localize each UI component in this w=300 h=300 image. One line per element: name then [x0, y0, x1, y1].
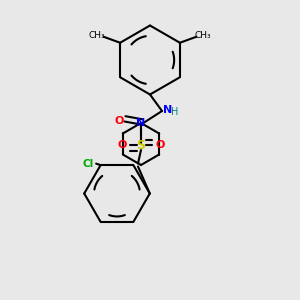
Text: N: N	[136, 118, 146, 128]
Text: H: H	[171, 107, 178, 117]
Text: Cl: Cl	[82, 159, 93, 169]
Text: CH₃: CH₃	[89, 31, 105, 40]
Text: O: O	[114, 116, 124, 126]
Text: O: O	[155, 140, 165, 151]
Text: CH₃: CH₃	[195, 31, 211, 40]
Text: O: O	[117, 140, 127, 151]
Text: N: N	[163, 105, 172, 115]
Text: S: S	[136, 139, 146, 152]
